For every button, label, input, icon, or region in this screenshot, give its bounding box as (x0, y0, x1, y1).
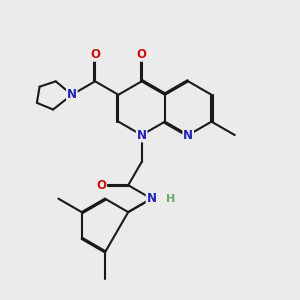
Text: N: N (183, 129, 193, 142)
Text: N: N (67, 88, 77, 101)
Text: N: N (146, 192, 157, 205)
Text: H: H (166, 194, 176, 204)
Text: O: O (137, 48, 147, 61)
Text: O: O (96, 179, 106, 192)
Text: N: N (137, 129, 147, 142)
Text: O: O (90, 48, 100, 61)
